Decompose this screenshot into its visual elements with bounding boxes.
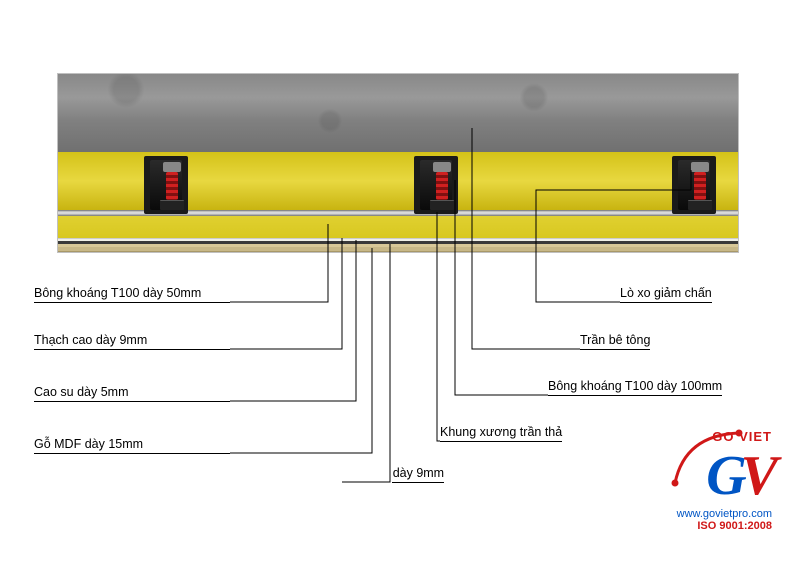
- spring-damper: [672, 156, 716, 214]
- label-concrete: Trần bê tông: [580, 333, 650, 350]
- spring-damper: [144, 156, 188, 214]
- bottom-layer-stack: [58, 238, 738, 252]
- label-mdf-9: Gỗ MDF dày 9mm: [342, 466, 444, 483]
- spring-damper: [414, 156, 458, 214]
- ceiling-cross-section: [57, 73, 739, 253]
- layer-mineral-wool-50: [58, 216, 738, 238]
- logo-iso: ISO 9001:2008: [677, 520, 772, 532]
- label-gypsum: Thạch cao dày 9mm: [34, 333, 230, 350]
- label-suspended-frame: Khung xương trần thả: [440, 425, 562, 442]
- layer-concrete: [58, 74, 738, 152]
- label-wool-100: Bông khoáng T100 dày 100mm: [548, 379, 722, 396]
- brand-logo: GO VIET GV www.govietpro.com ISO 9001:20…: [677, 429, 772, 532]
- label-rubber: Cao su dày 5mm: [34, 385, 230, 402]
- label-spring-damper: Lò xo giảm chấn: [620, 286, 712, 303]
- label-wool-50: Bông khoáng T100 dày 50mm: [34, 286, 230, 303]
- layer-mdf-15: [58, 247, 738, 252]
- logo-arc-icon: [667, 423, 787, 513]
- label-mdf-15: Gỗ MDF dày 15mm: [34, 437, 230, 454]
